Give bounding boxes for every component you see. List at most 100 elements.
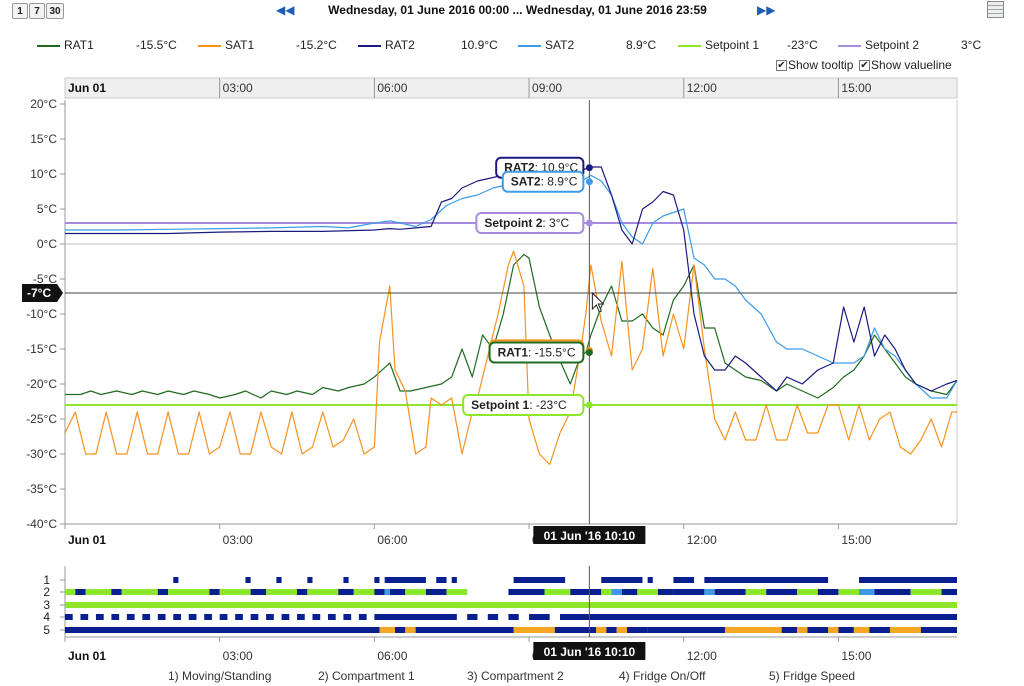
timeline-segment xyxy=(616,627,628,633)
tooltip-text-sat2: SAT2: 8.9°C xyxy=(511,175,578,189)
y-tick-label: 15°C xyxy=(30,132,57,146)
timeline-segment xyxy=(358,614,367,620)
timeline-segment xyxy=(209,589,220,595)
y-tick-label: -20°C xyxy=(26,377,57,391)
legend-rat2-swatch xyxy=(358,45,381,47)
x-tick-label: 12:00 xyxy=(687,533,717,547)
timeline-segment xyxy=(910,589,942,595)
timeline-segment xyxy=(173,614,182,620)
timeline-segment xyxy=(647,577,653,583)
timeline-segment xyxy=(374,577,380,583)
timeline-segment xyxy=(157,589,169,595)
timeline-x-tick-label: Jun 01 xyxy=(68,649,106,663)
top-time-band xyxy=(64,77,958,99)
show-valueline-toggle[interactable]: ✔ Show valueline xyxy=(859,58,952,72)
timeline-segment xyxy=(889,627,921,633)
timeline-segment xyxy=(859,589,875,595)
month-view-label: 30 xyxy=(49,5,61,17)
timeline-segment xyxy=(838,627,854,633)
x-tick-label: 03:00 xyxy=(223,533,253,547)
timeline-segment xyxy=(487,614,499,620)
timeline-segment xyxy=(436,577,447,583)
legend-rat2-value: 10.9°C xyxy=(461,38,498,52)
show-tooltip-toggle[interactable]: ✔ Show tooltip xyxy=(776,58,853,72)
timeline-legend: 1) Moving/Standing 2) Compartment 1 3) C… xyxy=(0,669,1024,685)
timeline-segment xyxy=(126,614,135,620)
timeline-segment xyxy=(173,577,179,583)
timeline-segment xyxy=(828,627,839,633)
timeline-row-label: 3 xyxy=(43,598,50,612)
timeline-segment xyxy=(415,627,514,633)
timeline-segment xyxy=(807,627,829,633)
legend-sat2-value: 8.9°C xyxy=(626,38,657,52)
timeline-legend-item: 1) Moving/Standing xyxy=(168,669,272,683)
legend-rat1-name[interactable]: RAT1 xyxy=(64,38,94,52)
timeline-segment xyxy=(65,602,957,608)
timeline-segment xyxy=(920,627,957,633)
timeline-segment xyxy=(374,614,457,620)
timeline-segment xyxy=(235,614,243,620)
timeline-segment xyxy=(219,614,228,620)
timeline-segment xyxy=(704,577,829,583)
timeline-segment xyxy=(394,627,406,633)
timeline-segment xyxy=(529,614,550,620)
timeline-segment xyxy=(80,614,89,620)
timeline-segment xyxy=(188,614,197,620)
timeline-segment xyxy=(307,577,313,583)
legend-sat2-name[interactable]: SAT2 xyxy=(545,38,575,52)
timeline-crosshair-label-box xyxy=(533,642,646,660)
tooltip-text-setpoint-1: Setpoint 1: -23°C xyxy=(471,398,567,412)
next-range-arrow-icon[interactable]: ▶▶ xyxy=(757,3,776,17)
timeline-row-label: 1 xyxy=(43,573,50,587)
timeline-segment xyxy=(384,577,426,583)
timeline-segment xyxy=(446,589,468,595)
week-view-button[interactable]: 7 xyxy=(29,3,45,19)
top-band-tick-label: 15:00 xyxy=(841,81,871,95)
show-valueline-checkbox[interactable]: ✔ xyxy=(859,59,870,71)
month-view-button[interactable]: 30 xyxy=(46,3,64,19)
legend-rat2-name[interactable]: RAT2 xyxy=(385,38,415,52)
y-tick-label: -35°C xyxy=(26,482,57,496)
timeline-segment xyxy=(797,627,808,633)
y-tick-label: 20°C xyxy=(30,97,57,111)
timeline-segment xyxy=(559,614,957,620)
day-view-button[interactable]: 1 xyxy=(12,3,28,19)
legend-setpoint1-name[interactable]: Setpoint 1 xyxy=(705,38,760,52)
timeline-segment xyxy=(121,589,158,595)
data-table-icon[interactable] xyxy=(987,1,1004,18)
legend-rat1-swatch xyxy=(37,45,60,47)
timeline-segment xyxy=(384,589,390,595)
timeline-segment xyxy=(297,589,308,595)
timeline-segment xyxy=(714,589,746,595)
previous-range-arrow-icon[interactable]: ◀◀ xyxy=(276,3,295,17)
timeline-segment xyxy=(601,577,643,583)
timeline-segment xyxy=(65,614,73,620)
timeline-segment xyxy=(204,614,212,620)
week-view-label: 7 xyxy=(34,5,40,17)
top-band-tick-label: 06:00 xyxy=(377,81,407,95)
timeline-segment xyxy=(157,614,166,620)
crosshair-label-box xyxy=(533,526,646,544)
timeline-segment xyxy=(627,627,648,633)
show-tooltip-checkbox[interactable]: ✔ xyxy=(776,59,787,71)
tooltip-box-setpoint-1 xyxy=(462,394,585,416)
timeline-segment xyxy=(374,589,385,595)
legend-setpoint2-name[interactable]: Setpoint 2 xyxy=(865,38,920,52)
timeline-segment xyxy=(673,589,705,595)
legend-sat1-name[interactable]: SAT1 xyxy=(225,38,255,52)
legend-setpoint1-value: -23°C xyxy=(787,38,818,52)
y-tick-label: -30°C xyxy=(26,447,57,461)
timeline-segment xyxy=(467,614,478,620)
timeline-segment xyxy=(297,614,305,620)
timeline-segment xyxy=(405,627,416,633)
timeline-segment xyxy=(544,589,571,595)
timeline-x-tick-label: 03:00 xyxy=(223,649,253,663)
timeline-segment xyxy=(266,614,274,620)
timeline-segment xyxy=(554,627,597,633)
timeline-row-label: 2 xyxy=(43,585,50,599)
series-line-rat1 xyxy=(65,253,958,399)
timeline-segment xyxy=(343,614,352,620)
legend-setpoint1-swatch xyxy=(678,45,701,47)
timeline-segment xyxy=(745,589,767,595)
